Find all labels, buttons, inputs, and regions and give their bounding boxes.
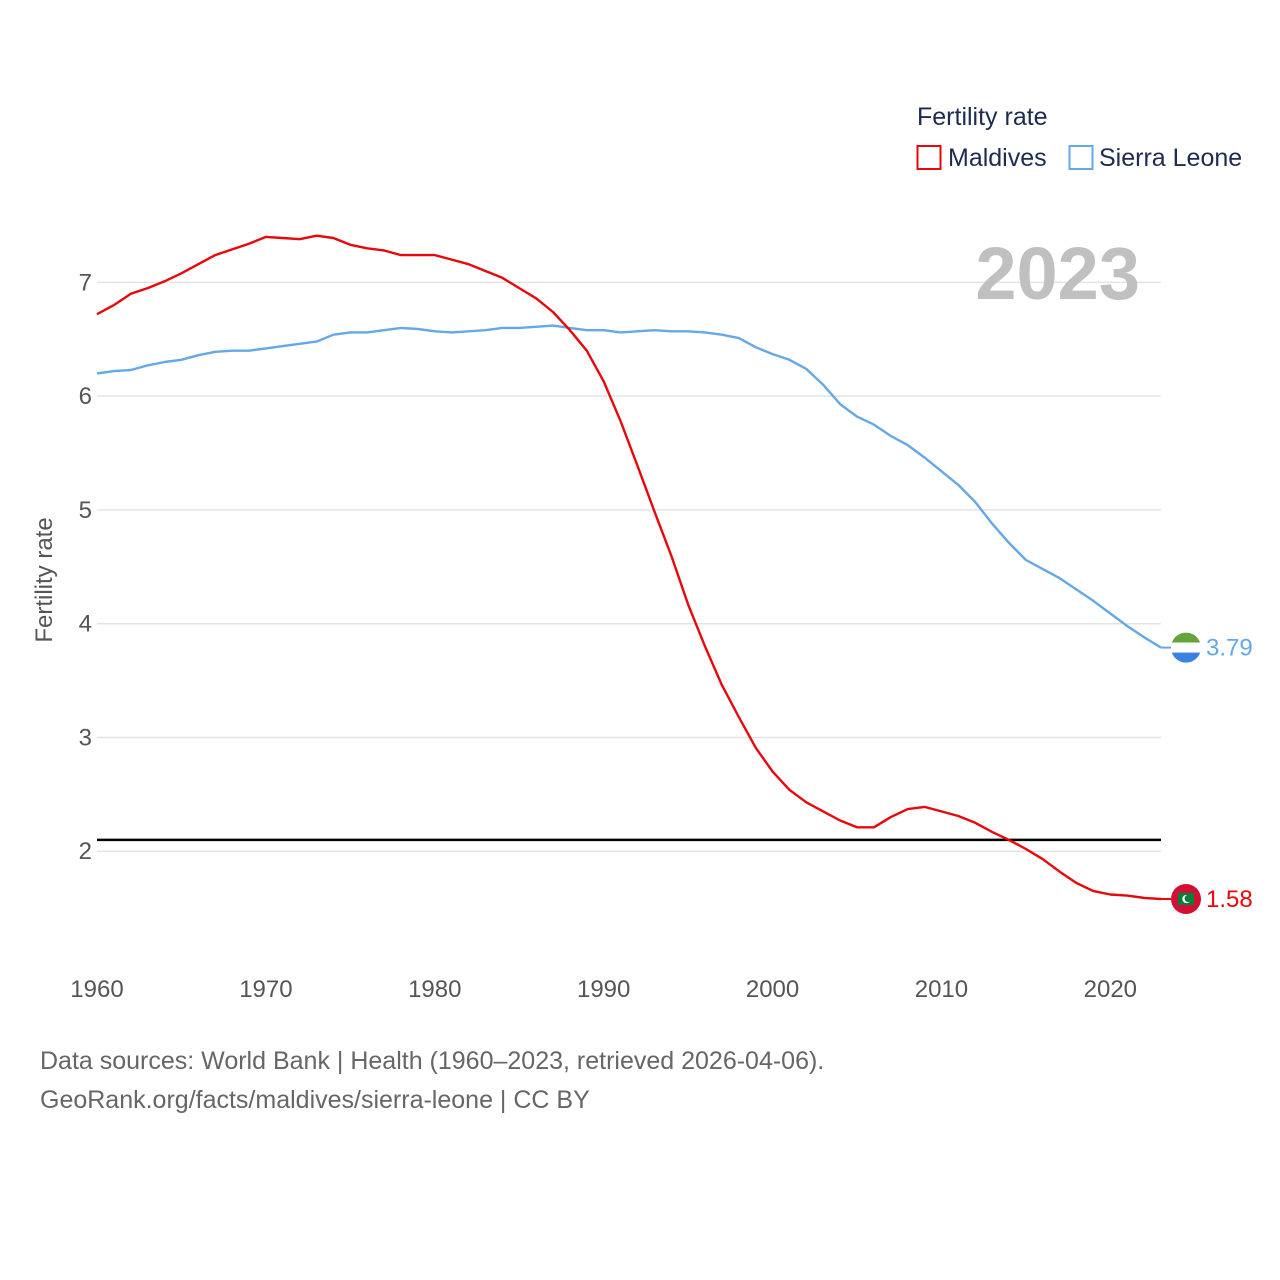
x-axis-ticks: 1960 1970 1980 1990 2000 2010 2020 [70, 976, 1137, 1003]
y-tick-label: 3 [79, 724, 92, 751]
x-tick-label: 2020 [1084, 976, 1137, 1003]
series-lines [96, 234, 1162, 901]
x-tick-label: 1980 [408, 976, 461, 1003]
end-markers: 1.58 3.79 [1161, 632, 1253, 915]
grid-lines [97, 281, 1161, 852]
legend-title: Fertility rate [917, 103, 1048, 131]
y-axis-ticks: 2 3 4 5 6 7 [79, 269, 92, 865]
legend: Fertility rate Maldives Sierra Leone [916, 103, 1242, 172]
y-tick-label: 2 [79, 838, 92, 865]
series-line-maldives[interactable] [96, 234, 1162, 901]
y-tick-label: 6 [79, 383, 92, 410]
fertility-chart: 2 3 4 5 6 7 1960 1970 1980 1990 2000 2010 2020 Fert… [31, 103, 1253, 1003]
legend-label-sierra-leone[interactable]: Sierra Leone [1099, 144, 1242, 172]
legend-swatch-maldives[interactable] [916, 145, 942, 170]
legend-label-maldives[interactable]: Maldives [948, 144, 1047, 172]
flag-sierra-leone-icon [1171, 632, 1201, 663]
x-tick-label: 1990 [577, 976, 630, 1003]
x-tick-label: 2000 [746, 976, 799, 1003]
source-link[interactable]: GeoRank.org/facts/maldives/sierra-leone … [40, 1086, 590, 1114]
end-label-sierra-leone: 3.79 [1206, 635, 1253, 662]
y-tick-label: 4 [79, 611, 92, 638]
y-axis-label: Fertility rate [31, 517, 58, 642]
x-tick-label: 1960 [70, 976, 123, 1003]
data-source-text: Data sources: World Bank | Health (1960–… [40, 1047, 825, 1075]
series-line-sierra-leone[interactable] [96, 324, 1162, 649]
x-tick-label: 1970 [239, 976, 292, 1003]
y-tick-label: 7 [79, 269, 92, 296]
end-label-maldives: 1.58 [1206, 886, 1253, 913]
legend-swatch-sierra-leone[interactable] [1068, 145, 1094, 170]
footer: Data sources: World Bank | Health (1960–… [40, 1042, 824, 1120]
y-tick-label: 5 [79, 497, 92, 524]
year-label: 2023 [975, 232, 1140, 315]
flag-maldives-icon [1171, 884, 1201, 915]
x-tick-label: 2010 [915, 976, 968, 1003]
